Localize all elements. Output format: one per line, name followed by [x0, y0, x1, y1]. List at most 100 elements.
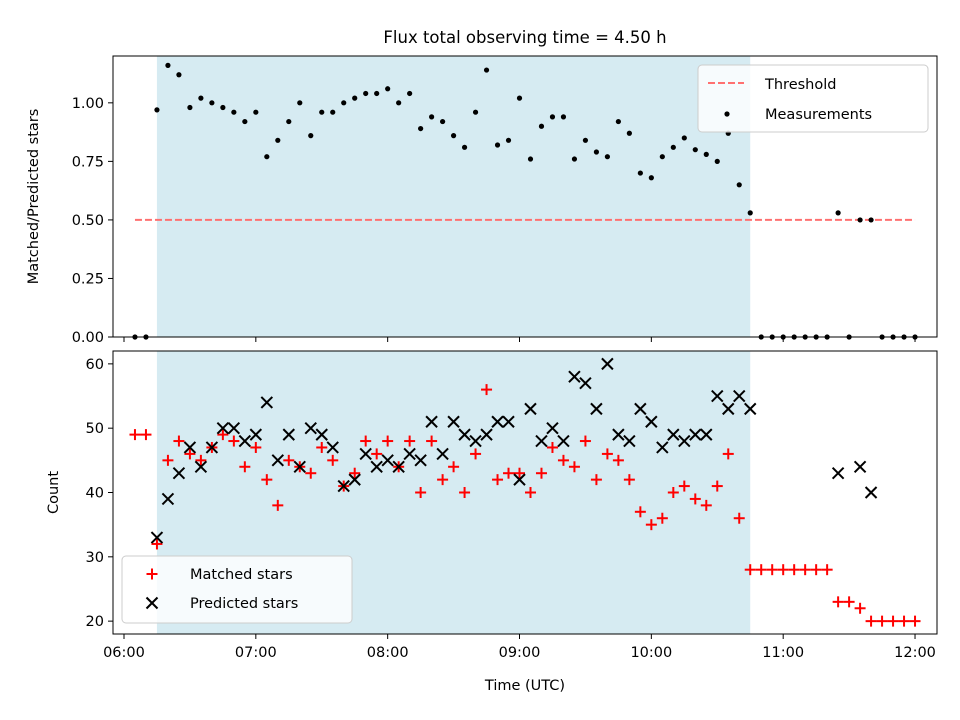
measurement-point: [571, 156, 578, 162]
x-tick-label: 06:00: [103, 645, 145, 661]
matched-star-point: [865, 615, 877, 627]
predicted-star-point: [447, 415, 460, 428]
top-legend: Threshold Measurements: [697, 64, 929, 133]
measurement-point: [461, 144, 468, 150]
measurement-point: [747, 210, 753, 216]
measurement-point: [714, 158, 720, 164]
measurement-point: [363, 90, 369, 97]
measurement-point: [407, 90, 413, 97]
matched-star-point: [228, 435, 240, 447]
legend-predicted-swatch: [145, 596, 159, 610]
matched-star-point: [590, 474, 602, 486]
measurement-point: [450, 133, 457, 139]
x-tick-label: 09:00: [499, 645, 541, 661]
predicted-star-point: [271, 454, 285, 467]
measurement-point: [703, 151, 709, 157]
matched-star-point: [689, 493, 701, 505]
matched-star-point: [371, 448, 383, 460]
predicted-star-point: [689, 428, 702, 441]
matched-star-point: [140, 429, 152, 441]
measurement-point: [549, 114, 556, 120]
measurement-point: [374, 90, 380, 97]
matched-star-point: [283, 454, 295, 466]
predicted-star-point: [172, 466, 186, 480]
measurement-point: [352, 95, 358, 101]
predicted-star-point: [337, 479, 350, 493]
top-x-ticks: [123, 337, 916, 342]
matched-star-point: [360, 435, 372, 447]
measurement-point: [231, 109, 237, 115]
measurement-point: [736, 182, 742, 188]
matched-star-point: [733, 512, 745, 524]
measurement-point: [176, 72, 182, 78]
observing-span: [156, 56, 751, 337]
x-tick-label: 07:00: [235, 645, 277, 661]
matched-star-point: [327, 454, 339, 466]
matched-star-point: [634, 506, 646, 518]
predicted-star-point: [700, 428, 713, 441]
matched-star-point: [766, 564, 778, 576]
matched-star-point: [546, 441, 558, 453]
measurement-point: [330, 109, 336, 115]
matched-star-point: [557, 454, 569, 466]
matched-star-point: [437, 474, 449, 486]
matched-star-point: [601, 448, 613, 460]
measurement-point: [516, 95, 523, 101]
measurement-point: [418, 125, 424, 132]
matched-star-point: [700, 499, 712, 511]
top-y-ticks: 0.00 0.25 0.50 0.75 1.00: [72, 96, 113, 346]
predicted-star-point: [546, 421, 559, 435]
matched-star-point: [755, 564, 767, 576]
measurement-point: [868, 217, 874, 223]
measurement-point: [560, 114, 567, 120]
predicted-star-point: [557, 434, 570, 448]
measurement-point: [253, 109, 259, 115]
predicted-star-point: [831, 466, 845, 480]
y-tick-label: 30: [86, 550, 104, 566]
matched-star-point: [316, 441, 328, 453]
y-tick-label: 20: [86, 614, 104, 630]
predicted-star-point: [678, 434, 691, 448]
matched-star-point: [272, 499, 284, 511]
matched-star-point: [261, 474, 273, 486]
measurement-point: [220, 104, 226, 111]
x-tick-label: 12:00: [894, 645, 936, 661]
predicted-star-point: [612, 428, 625, 441]
matched-star-point: [129, 429, 141, 441]
predicted-star-point: [348, 473, 361, 486]
predicted-star-point: [392, 460, 405, 473]
chart-title: Flux total observing time = 4.50 h: [383, 28, 666, 47]
matched-star-point: [678, 480, 690, 492]
y-tick-label: 60: [86, 357, 104, 373]
predicted-star-point: [458, 428, 471, 441]
measurement-point: [538, 123, 545, 129]
measurement-point: [857, 217, 863, 223]
measurement-point: [209, 100, 215, 106]
count-panel: 20 30 40 50 60 06:00 07:00 08:00 09:00 10:00 11:0…: [46, 350, 938, 694]
matched-star-point: [162, 454, 174, 466]
matched-star-point: [151, 538, 163, 550]
count-points: [129, 357, 921, 627]
predicted-star-point: [282, 428, 295, 441]
measurement-point: [297, 100, 303, 106]
measurement-point: [483, 67, 490, 73]
matched-star-point: [821, 564, 833, 576]
matched-star-point: [711, 480, 723, 492]
measurement-point: [308, 133, 314, 139]
matched-star-point: [656, 512, 668, 524]
matched-star-point: [722, 448, 734, 460]
legend-box: [697, 64, 929, 133]
matched-star-point: [239, 461, 251, 473]
matched-star-point: [448, 461, 460, 473]
matched-star-point: [623, 474, 635, 486]
measurement-point: [341, 100, 347, 106]
predicted-star-point: [315, 428, 328, 441]
predicted-star-point: [513, 473, 526, 486]
predicted-star-point: [304, 421, 317, 435]
bottom-x-ticks: 06:00 07:00 08:00 09:00 10:00 11:00 12:00: [103, 634, 936, 661]
matched-star-point: [744, 564, 756, 576]
predicted-star-point: [249, 428, 263, 441]
measurement-point: [505, 137, 512, 143]
measurement-point: [681, 135, 687, 141]
